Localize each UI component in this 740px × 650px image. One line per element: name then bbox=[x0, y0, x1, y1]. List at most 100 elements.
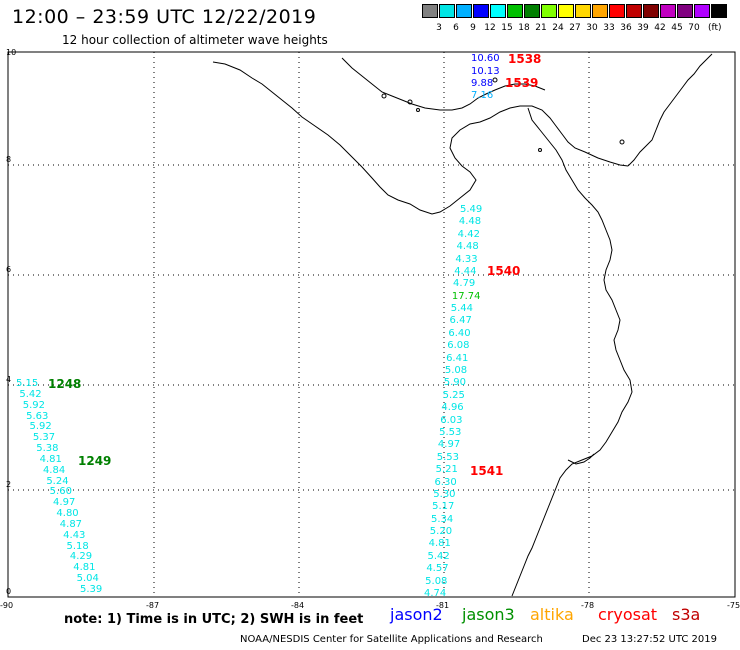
satellite-label: jason2 bbox=[390, 605, 443, 624]
wave-reading: 4.44 bbox=[454, 265, 477, 277]
x-tick-label: -78 bbox=[581, 601, 595, 610]
legend-swatch bbox=[694, 4, 710, 18]
wave-reading: 5.42 bbox=[427, 550, 450, 562]
wave-reading: 5.63 bbox=[26, 410, 49, 422]
wave-reading: 5.08 bbox=[425, 575, 448, 587]
legend-swatch bbox=[592, 4, 608, 18]
wave-reading: 4.57 bbox=[426, 563, 449, 575]
wave-reading: 5.49 bbox=[460, 204, 483, 215]
legend-label: 27 bbox=[569, 23, 581, 33]
legend-label: 12 bbox=[484, 23, 496, 33]
wave-reading: 4.74 bbox=[424, 588, 447, 599]
legend-label: 3 bbox=[436, 23, 442, 33]
y-tick-label: 10 bbox=[6, 48, 17, 57]
wave-reading: 4.96 bbox=[441, 402, 464, 414]
x-tick-label: -81 bbox=[436, 601, 450, 610]
y-tick-label: 8 bbox=[6, 155, 12, 164]
wave-reading: 5.18 bbox=[66, 540, 89, 552]
wave-reading: 6.08 bbox=[447, 340, 470, 352]
wave-reading: 6.40 bbox=[448, 327, 471, 339]
legend-swatch bbox=[524, 4, 540, 18]
legend-label: 6 bbox=[453, 23, 459, 33]
legend-swatch bbox=[490, 4, 506, 18]
satellite-label: altika bbox=[530, 605, 574, 624]
pass-label: 1538 bbox=[508, 52, 542, 66]
x-tick-label: -84 bbox=[291, 601, 305, 610]
pass-label: 1249 bbox=[78, 454, 112, 468]
x-tick-label: -75 bbox=[727, 601, 740, 610]
legend-label: 33 bbox=[603, 23, 615, 33]
legend-swatch bbox=[643, 4, 659, 18]
footer-timestamp: Dec 23 13:27:52 UTC 2019 bbox=[582, 634, 717, 645]
wave-reading: 4.97 bbox=[437, 439, 461, 451]
wave-reading: 5.08 bbox=[444, 365, 468, 377]
y-tick-label: 4 bbox=[6, 375, 12, 384]
legend-swatch bbox=[439, 4, 455, 18]
wave-reading: 4.84 bbox=[42, 464, 66, 476]
wave-reading: 5.92 bbox=[22, 399, 45, 411]
wave-reading: 5.90 bbox=[443, 377, 466, 389]
legend-swatch bbox=[575, 4, 591, 18]
pass-label: 1540 bbox=[487, 264, 521, 278]
wave-reading: 6.30 bbox=[434, 476, 457, 488]
wave-reading: 10.13 bbox=[471, 66, 500, 77]
wave-reading: 4.29 bbox=[69, 551, 93, 563]
wave-reading: 5.34 bbox=[430, 513, 454, 525]
legend-label: 9 bbox=[470, 23, 476, 33]
legend-label: 42 bbox=[654, 23, 666, 33]
plot-frame bbox=[7, 51, 736, 598]
wave-reading: 5.15 bbox=[16, 378, 39, 389]
legend-swatch bbox=[558, 4, 574, 18]
wave-reading: 4.81 bbox=[73, 562, 96, 574]
pass-label: 1248 bbox=[48, 377, 82, 391]
legend-swatch bbox=[660, 4, 676, 18]
wave-reading: 7.16 bbox=[471, 90, 494, 101]
wave-reading: 5.53 bbox=[436, 451, 460, 463]
wave-reading: 4.33 bbox=[455, 253, 478, 265]
x-tick-label: -87 bbox=[146, 601, 160, 610]
legend-unit: (ft) bbox=[708, 23, 722, 33]
legend-swatch bbox=[711, 4, 727, 18]
wave-reading: 5.39 bbox=[80, 584, 103, 595]
wave-reading: 5.42 bbox=[19, 388, 42, 400]
wave-reading: 4.79 bbox=[453, 278, 476, 290]
wave-reading: 5.24 bbox=[46, 475, 69, 487]
legend-label: 45 bbox=[671, 23, 683, 33]
map-title: 12:00 – 23:59 UTC 12/22/2019 bbox=[12, 6, 317, 28]
wave-reading: 5.38 bbox=[36, 443, 59, 455]
lat-lon-grid bbox=[8, 52, 735, 597]
legend-swatch bbox=[456, 4, 472, 18]
wave-reading: 6.03 bbox=[440, 414, 463, 426]
legend-label: 15 bbox=[501, 23, 513, 33]
legend-label: 21 bbox=[535, 23, 547, 33]
wave-reading: 5.04 bbox=[76, 573, 99, 585]
wave-reading: 5.53 bbox=[439, 426, 462, 438]
wave-reading: 5.92 bbox=[29, 421, 52, 433]
legend-swatch bbox=[473, 4, 489, 18]
wave-reading: 4.87 bbox=[59, 518, 83, 530]
legend-label: 24 bbox=[552, 23, 564, 33]
wave-reading: 9.88 bbox=[471, 78, 494, 89]
legend-swatch bbox=[422, 4, 438, 18]
map-subtitle: 12 hour collection of altimeter wave hei… bbox=[62, 33, 328, 47]
wave-reading: 5.44 bbox=[450, 303, 473, 315]
wave-reading: 4.48 bbox=[456, 241, 479, 253]
wave-reading: 4.81 bbox=[39, 453, 62, 465]
legend-label: 70 bbox=[688, 23, 700, 33]
wave-reading: 5.30 bbox=[433, 488, 456, 500]
legend-swatch bbox=[609, 4, 625, 18]
legend-swatch bbox=[677, 4, 693, 18]
wave-reading: 5.25 bbox=[442, 389, 465, 401]
y-tick-label: 6 bbox=[6, 265, 12, 274]
wave-reading: 5.37 bbox=[32, 432, 56, 444]
legend-label: 39 bbox=[637, 23, 649, 33]
footer-credit: NOAA/NESDIS Center for Satellite Applica… bbox=[240, 634, 543, 645]
satellite-label: s3a bbox=[672, 605, 701, 624]
wave-reading: 6.47 bbox=[449, 315, 472, 327]
legend-swatch bbox=[626, 4, 642, 18]
wave-reading: 4.42 bbox=[457, 228, 480, 240]
y-tick-label: 0 bbox=[6, 587, 12, 596]
legend-label: 30 bbox=[586, 23, 598, 33]
pass-label: 1539 bbox=[505, 76, 539, 90]
